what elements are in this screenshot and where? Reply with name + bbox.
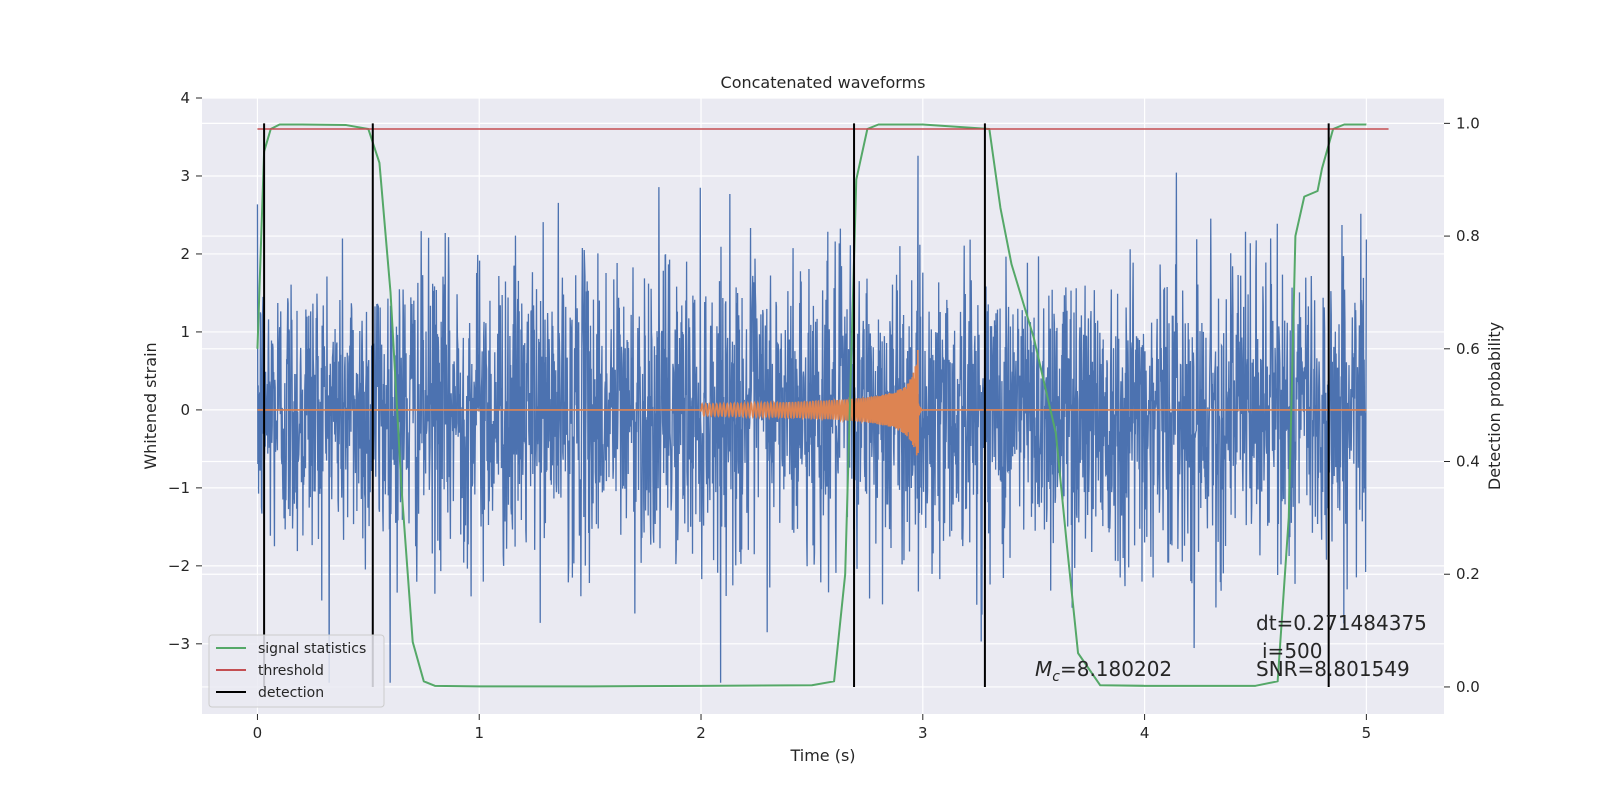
snr-annotation: SNR=8.801549 — [1256, 657, 1410, 681]
y2-tick-label-3: 0.6 — [1456, 340, 1480, 358]
y2-tick-label-1: 0.2 — [1456, 565, 1480, 583]
waveform-line — [257, 350, 1367, 456]
dt-annotation: dt=0.271484375 — [1256, 611, 1427, 635]
x-axis-ticks: 0 1 2 3 4 5 — [253, 714, 1371, 742]
legend-label-signal-statistics: signal statistics — [258, 641, 366, 657]
detection-series — [263, 123, 1330, 687]
i-annotation: i=500 — [1262, 639, 1323, 663]
legend-label-threshold: threshold — [258, 663, 324, 679]
y2-tick-label-5: 1.0 — [1456, 114, 1480, 132]
y-axis-label: Whitened strain — [141, 342, 160, 469]
chart-title: Concatenated waveforms — [721, 73, 926, 92]
y-axis-ticks: −3 −2 −1 0 1 2 3 4 — [168, 89, 202, 653]
y2-tick-label-0: 0.0 — [1456, 678, 1480, 696]
y-tick-label-0: −3 — [168, 635, 190, 653]
y-tick-label-1: −2 — [168, 557, 190, 575]
y-tick-label-6: 3 — [180, 167, 190, 185]
signal-statistics-line — [256, 123, 1367, 688]
mc-symbol: M — [1035, 657, 1052, 681]
y-tick-label-5: 2 — [180, 245, 190, 263]
mc-annotation: Mc=8.180202 — [1035, 657, 1172, 685]
legend: signal statistics threshold detection — [208, 634, 385, 708]
x-tick-label-3: 3 — [918, 724, 928, 742]
x-tick-label-0: 0 — [253, 724, 263, 742]
y2-axis-ticks: 0.0 0.2 0.4 0.6 0.8 1.0 — [1444, 114, 1480, 696]
x-tick-label-5: 5 — [1362, 724, 1372, 742]
x-tick-label-2: 2 — [696, 724, 706, 742]
signal-statistics-series — [256, 123, 1367, 688]
y-tick-label-4: 1 — [180, 323, 190, 341]
x-axis-label: Time (s) — [789, 746, 855, 765]
y-tick-label-2: −1 — [168, 479, 190, 497]
x-tick-label-4: 4 — [1140, 724, 1150, 742]
y2-tick-label-2: 0.4 — [1456, 453, 1480, 471]
legend-label-detection: detection — [258, 685, 324, 701]
mc-subscript: c — [1052, 669, 1060, 685]
x-tick-label-1: 1 — [474, 724, 484, 742]
y2-axis-label: Detection probability — [1485, 322, 1504, 490]
noise-series — [256, 155, 1368, 683]
mc-value: =8.180202 — [1060, 657, 1172, 681]
y2-tick-label-4: 0.8 — [1456, 227, 1480, 245]
legend-box — [208, 634, 385, 708]
waveform-series — [257, 350, 1367, 456]
noise-line — [256, 155, 1368, 683]
y-tick-label-3: 0 — [180, 401, 190, 419]
y-tick-label-7: 4 — [180, 89, 190, 107]
